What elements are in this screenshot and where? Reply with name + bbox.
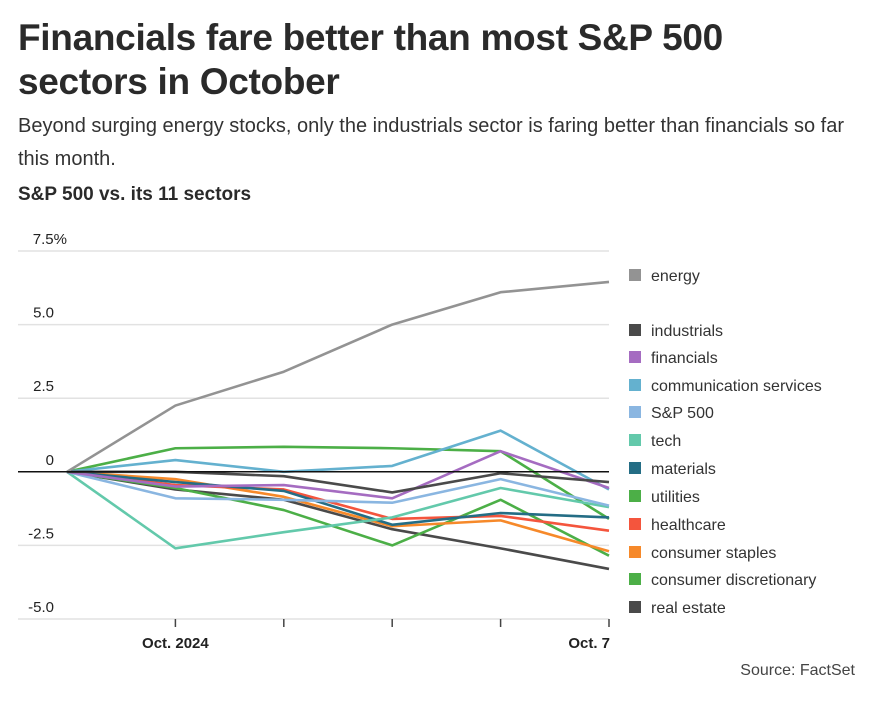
legend-label-industrials: industrials <box>651 323 723 340</box>
legend-swatch-consumer-discretionary <box>629 573 641 585</box>
chart-subtitle: Beyond surging energy stocks, only the i… <box>18 115 844 170</box>
legend-label-communication-services: communication services <box>651 378 822 395</box>
legend-swatch-financials <box>629 351 641 363</box>
y-tick-label: -5.0 <box>28 599 54 616</box>
series-line-materials <box>66 470 610 527</box>
series-line-energy <box>66 280 610 473</box>
legend-label-energy: energy <box>651 268 700 285</box>
y-tick-label: 0 <box>46 452 54 469</box>
y-tick-label: -2.5 <box>28 525 54 542</box>
series-line-s-p-500 <box>66 470 610 507</box>
legend-swatch-communication-services <box>629 379 641 391</box>
legend-swatch-tech <box>629 434 641 446</box>
legend-swatch-materials <box>629 462 641 474</box>
x-tick-label: Oct. 2024 <box>142 635 209 652</box>
x-tick-label: Oct. 7 <box>568 635 610 652</box>
y-tick-label: 7.5% <box>33 231 67 248</box>
legend-label-tech: tech <box>651 433 681 450</box>
chart-title: S&P 500 vs. its 11 sectors <box>18 184 252 205</box>
series-line-consumer-staples <box>66 470 610 553</box>
legend-swatch-utilities <box>629 490 641 502</box>
gridlines <box>18 250 609 620</box>
legend-swatch-consumer-staples <box>629 546 641 558</box>
legend-label-consumer-discretionary: consumer discretionary <box>651 572 816 589</box>
chart-headline: Financials fare better than most S&P 500… <box>18 17 723 102</box>
legend-label-real-estate: real estate <box>651 600 726 617</box>
y-tick-label: 5.0 <box>33 305 54 322</box>
series-line-tech <box>66 470 610 550</box>
legend-label-materials: materials <box>651 461 716 478</box>
legend-swatch-s-p-500 <box>629 406 641 418</box>
legend-label-utilities: utilities <box>651 489 700 506</box>
legend-swatch-healthcare <box>629 518 641 530</box>
legend-label-consumer-staples: consumer staples <box>651 545 776 562</box>
source-note: Source: FactSet <box>740 662 855 679</box>
y-tick-label: 2.5 <box>33 378 54 395</box>
legend-swatch-industrials <box>629 324 641 336</box>
legend-label-healthcare: healthcare <box>651 517 726 534</box>
legend-label-s-p-500: S&P 500 <box>651 405 714 422</box>
y-axis: 7.5% 5.0 2.5 0 -2.5 -5.0 <box>28 231 67 616</box>
series-line-communication-services <box>66 429 610 491</box>
x-axis: Oct. 2024 Oct. 7 <box>142 619 610 652</box>
legend: energy industrials financials communication… <box>629 268 822 617</box>
legend-label-financials: financials <box>651 350 718 367</box>
legend-swatch-energy <box>629 269 641 281</box>
legend-swatch-real-estate <box>629 601 641 613</box>
series-line-utilities <box>66 445 610 521</box>
series-line-financials <box>66 449 610 500</box>
series-lines <box>66 280 610 571</box>
